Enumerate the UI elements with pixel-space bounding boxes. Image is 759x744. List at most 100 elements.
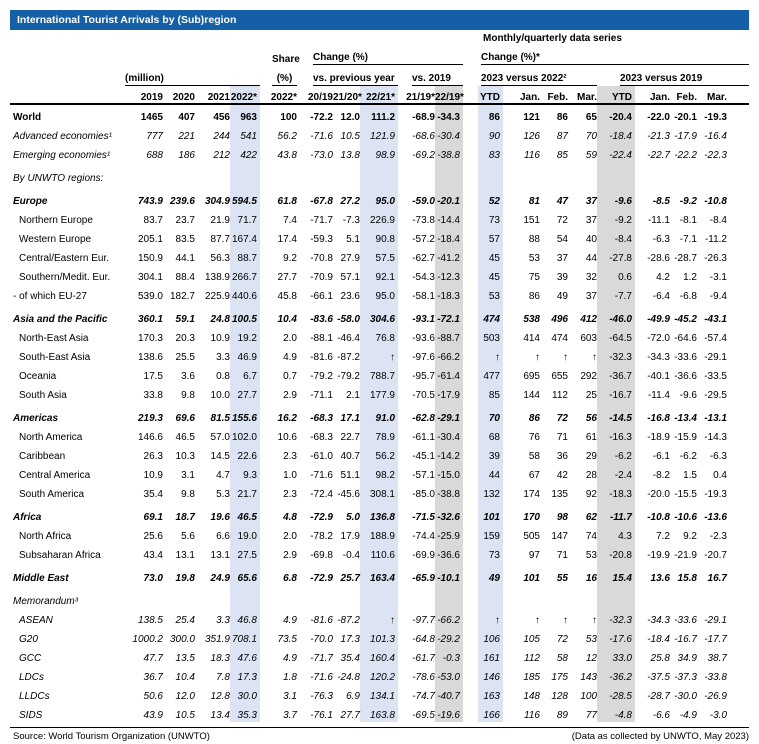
row-end-pad xyxy=(727,543,749,562)
header-spacer xyxy=(10,44,260,65)
data-cell: 92 xyxy=(585,489,597,500)
data-cell: -6.4 xyxy=(652,291,670,302)
data-cell: 65 xyxy=(585,112,597,123)
table-row-emerging-economies: Emerging economies¹ 688 186 212 422 43.8 -73.0… xyxy=(10,143,749,162)
data-cell: -66.2 xyxy=(435,608,463,627)
data-cell: 59 xyxy=(585,150,597,161)
data-cell: 53 xyxy=(585,550,597,561)
data-cell: -19.3 xyxy=(704,489,727,500)
column-gap xyxy=(463,665,478,684)
data-cell xyxy=(398,162,435,185)
col-header-mar-2019: Mar. xyxy=(697,86,727,105)
column-gap xyxy=(463,703,478,722)
column-gap xyxy=(463,425,478,444)
data-cell: 39 xyxy=(478,444,503,463)
data-cell: 12.8 xyxy=(210,691,230,702)
data-cell: 88 xyxy=(528,234,540,245)
data-cell: 101 xyxy=(523,573,540,584)
data-cell: -30.4 xyxy=(435,425,463,444)
data-cell: -4.8 xyxy=(597,703,635,722)
column-gap xyxy=(463,185,478,208)
data-cell: 87 xyxy=(556,131,568,142)
row-end-pad xyxy=(727,444,749,463)
data-cell: 1.8 xyxy=(283,672,297,683)
row-label: GCC xyxy=(19,653,42,664)
data-cell: 167.4 xyxy=(230,227,260,246)
data-cell: -93.6 xyxy=(412,333,435,344)
data-cell: -85.0 xyxy=(412,489,435,500)
data-cell xyxy=(697,162,727,185)
data-cell: -7.3 xyxy=(342,215,360,226)
2023-versus-2019-header: 2023 versus 2019 xyxy=(597,65,750,86)
data-cell: 477 xyxy=(478,364,503,383)
data-cell: 85 xyxy=(556,150,568,161)
table-row-world: World 1465 407 456 963 100 -72.2 12.0 111.2 -68.9… xyxy=(10,104,749,124)
data-cell: -38.8 xyxy=(435,143,463,162)
data-cell: 266.7 xyxy=(230,265,260,284)
data-cell: -28.5 xyxy=(597,684,635,703)
data-cell: 95.0 xyxy=(360,284,398,303)
data-cell: 39 xyxy=(556,272,568,283)
data-cell: 53 xyxy=(478,284,503,303)
col-header-ytd-2022: YTD xyxy=(478,86,503,105)
column-gap xyxy=(463,265,478,284)
data-cell: -66.2 xyxy=(435,345,463,364)
data-cell: 35.3 xyxy=(230,703,260,722)
col-header-mar-2022: Mar. xyxy=(568,86,597,105)
data-cell: 65.6 xyxy=(230,562,260,585)
data-cell xyxy=(333,162,360,185)
data-cell: -33.5 xyxy=(704,371,727,382)
data-cell: 23.6 xyxy=(340,291,360,302)
data-cell: 2.9 xyxy=(283,390,297,401)
data-cell xyxy=(597,585,635,608)
data-cell: -12.3 xyxy=(435,265,463,284)
data-cell: 0.6 xyxy=(597,265,635,284)
row-label: - of which EU-27 xyxy=(13,291,87,302)
row-label: SIDS xyxy=(19,710,43,721)
data-cell: -11.1 xyxy=(647,215,670,226)
data-cell: 116 xyxy=(524,710,540,721)
data-cell: 19.0 xyxy=(230,524,260,543)
data-cell: 166 xyxy=(478,703,503,722)
header-row-groups-1: Share Change (%) Change (%)* xyxy=(10,44,750,65)
data-cell: 143 xyxy=(580,672,597,683)
data-cell: -19.6 xyxy=(435,703,463,722)
data-cell: 17.4 xyxy=(277,234,297,245)
data-cell: 43.4 xyxy=(143,550,163,561)
table-row-middle-east: Middle East 73.0 19.8 24.9 65.6 6.8 -72.9 25.7 1… xyxy=(10,562,749,585)
data-cell: 24.8 xyxy=(210,314,230,325)
data-cell: 25.6 xyxy=(143,531,163,542)
2023-versus-2022-header: 2023 versus 2022² xyxy=(478,65,597,86)
data-cell: 777 xyxy=(146,131,163,142)
data-cell: 13.6 xyxy=(650,573,670,584)
data-cell: -17.9 xyxy=(435,383,463,402)
data-cell: 37 xyxy=(585,291,597,302)
column-gap xyxy=(463,524,478,543)
data-cell xyxy=(297,585,333,608)
data-cell: 655 xyxy=(551,371,568,382)
data-cell: -57.2 xyxy=(412,234,435,245)
data-cell: 90 xyxy=(478,124,503,143)
header-spacer xyxy=(10,30,478,44)
data-cell xyxy=(503,162,540,185)
data-cell: 163.8 xyxy=(360,703,398,722)
data-cell: 474 xyxy=(551,333,568,344)
data-cell: -6.3 xyxy=(709,451,727,462)
data-cell: -95.7 xyxy=(412,371,435,382)
data-cell: -36.6 xyxy=(674,371,697,382)
data-cell: 16.7 xyxy=(707,573,727,584)
data-cell: -46.4 xyxy=(337,333,360,344)
col-header-21-19: 21/19* xyxy=(398,86,435,105)
data-cell xyxy=(297,162,333,185)
data-cell: -57.4 xyxy=(704,333,727,344)
table-row-lldcs: LLDCs 50.6 12.0 12.8 30.0 3.1 -76.3 6.9 134.1 -74… xyxy=(10,684,749,703)
data-cell: -9.6 xyxy=(597,185,635,208)
row-end-pad xyxy=(727,646,749,665)
data-cell: 159 xyxy=(478,524,503,543)
data-cell: 163 xyxy=(478,684,503,703)
data-cell: 90.8 xyxy=(360,227,398,246)
col-header-2019: 2019 xyxy=(125,86,163,105)
data-cell: -26.3 xyxy=(704,253,727,264)
data-cell: 106 xyxy=(478,627,503,646)
